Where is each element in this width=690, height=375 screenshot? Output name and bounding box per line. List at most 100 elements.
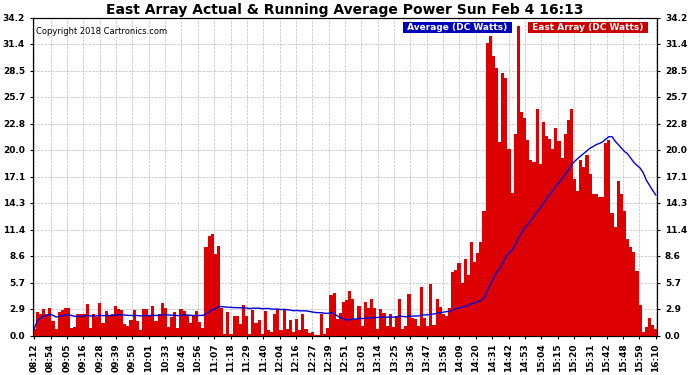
Bar	[476, 253, 480, 336]
Bar	[245, 316, 248, 336]
Bar	[236, 316, 239, 336]
Bar	[36, 312, 39, 336]
Bar	[570, 109, 573, 336]
Bar	[48, 308, 52, 336]
Bar	[58, 312, 61, 336]
Bar	[460, 284, 464, 336]
Bar	[333, 293, 335, 336]
Bar	[442, 314, 445, 336]
Bar	[470, 242, 473, 336]
Bar	[392, 327, 395, 336]
Bar	[451, 272, 454, 336]
Bar	[492, 56, 495, 336]
Bar	[286, 329, 289, 336]
Bar	[414, 319, 417, 336]
Bar	[435, 299, 439, 336]
Bar	[217, 246, 220, 336]
Bar	[92, 314, 95, 336]
Bar	[198, 322, 201, 336]
Bar	[626, 240, 629, 336]
Bar	[183, 312, 186, 336]
Bar	[426, 326, 429, 336]
Bar	[595, 194, 598, 336]
Bar	[632, 252, 635, 336]
Bar	[132, 310, 136, 336]
Bar	[142, 309, 145, 336]
Bar	[504, 78, 507, 336]
Bar	[560, 158, 564, 336]
Bar	[32, 329, 36, 336]
Bar	[542, 122, 545, 336]
Bar	[95, 317, 98, 336]
Bar	[67, 308, 70, 336]
Bar	[298, 330, 302, 336]
Bar	[620, 194, 623, 336]
Bar	[523, 118, 526, 336]
Bar	[314, 334, 317, 336]
Bar	[517, 27, 520, 336]
Bar	[526, 140, 529, 336]
Bar	[267, 330, 270, 336]
Bar	[161, 303, 164, 336]
Bar	[79, 314, 83, 336]
Bar	[179, 309, 183, 336]
Bar	[566, 120, 570, 336]
Bar	[351, 299, 355, 336]
Bar	[164, 308, 167, 336]
Bar	[454, 270, 457, 336]
Bar	[302, 314, 304, 336]
Bar	[223, 334, 226, 336]
Bar	[533, 162, 535, 336]
Bar	[117, 309, 120, 336]
Bar	[548, 139, 551, 336]
Bar	[388, 315, 392, 336]
Bar	[464, 260, 467, 336]
Bar	[204, 247, 208, 336]
Bar	[214, 254, 217, 336]
Bar	[361, 326, 364, 336]
Bar	[295, 319, 298, 336]
Bar	[264, 311, 267, 336]
Bar	[130, 320, 132, 336]
Bar	[86, 304, 89, 336]
Bar	[114, 306, 117, 336]
Bar	[386, 326, 388, 336]
Bar	[511, 193, 513, 336]
Bar	[151, 306, 155, 336]
Bar	[155, 321, 157, 336]
Bar	[601, 197, 604, 336]
Bar	[98, 303, 101, 336]
Bar	[192, 315, 195, 336]
Bar	[39, 314, 42, 336]
Bar	[417, 326, 420, 336]
Bar	[457, 263, 460, 336]
Bar	[342, 302, 345, 336]
Bar	[64, 308, 67, 336]
Bar	[239, 324, 242, 336]
Bar	[617, 181, 620, 336]
Bar	[124, 324, 126, 336]
Bar	[273, 314, 276, 336]
Bar	[482, 211, 486, 336]
Text: East Array (DC Watts): East Array (DC Watts)	[529, 23, 647, 32]
Bar	[108, 315, 111, 336]
Bar	[255, 322, 257, 336]
Bar	[304, 329, 308, 336]
Bar	[408, 294, 411, 336]
Bar	[404, 326, 408, 336]
Text: Average (DC Watts): Average (DC Watts)	[404, 23, 511, 32]
Bar	[208, 236, 210, 336]
Bar	[201, 328, 204, 336]
Bar	[320, 314, 323, 336]
Bar	[545, 136, 548, 336]
Bar	[507, 149, 511, 336]
Bar	[282, 310, 286, 336]
Bar	[173, 312, 177, 336]
Bar	[335, 319, 339, 336]
Bar	[317, 334, 320, 336]
Bar	[89, 328, 92, 336]
Bar	[579, 160, 582, 336]
Bar	[592, 194, 595, 336]
Bar	[576, 191, 579, 336]
Bar	[489, 36, 492, 336]
